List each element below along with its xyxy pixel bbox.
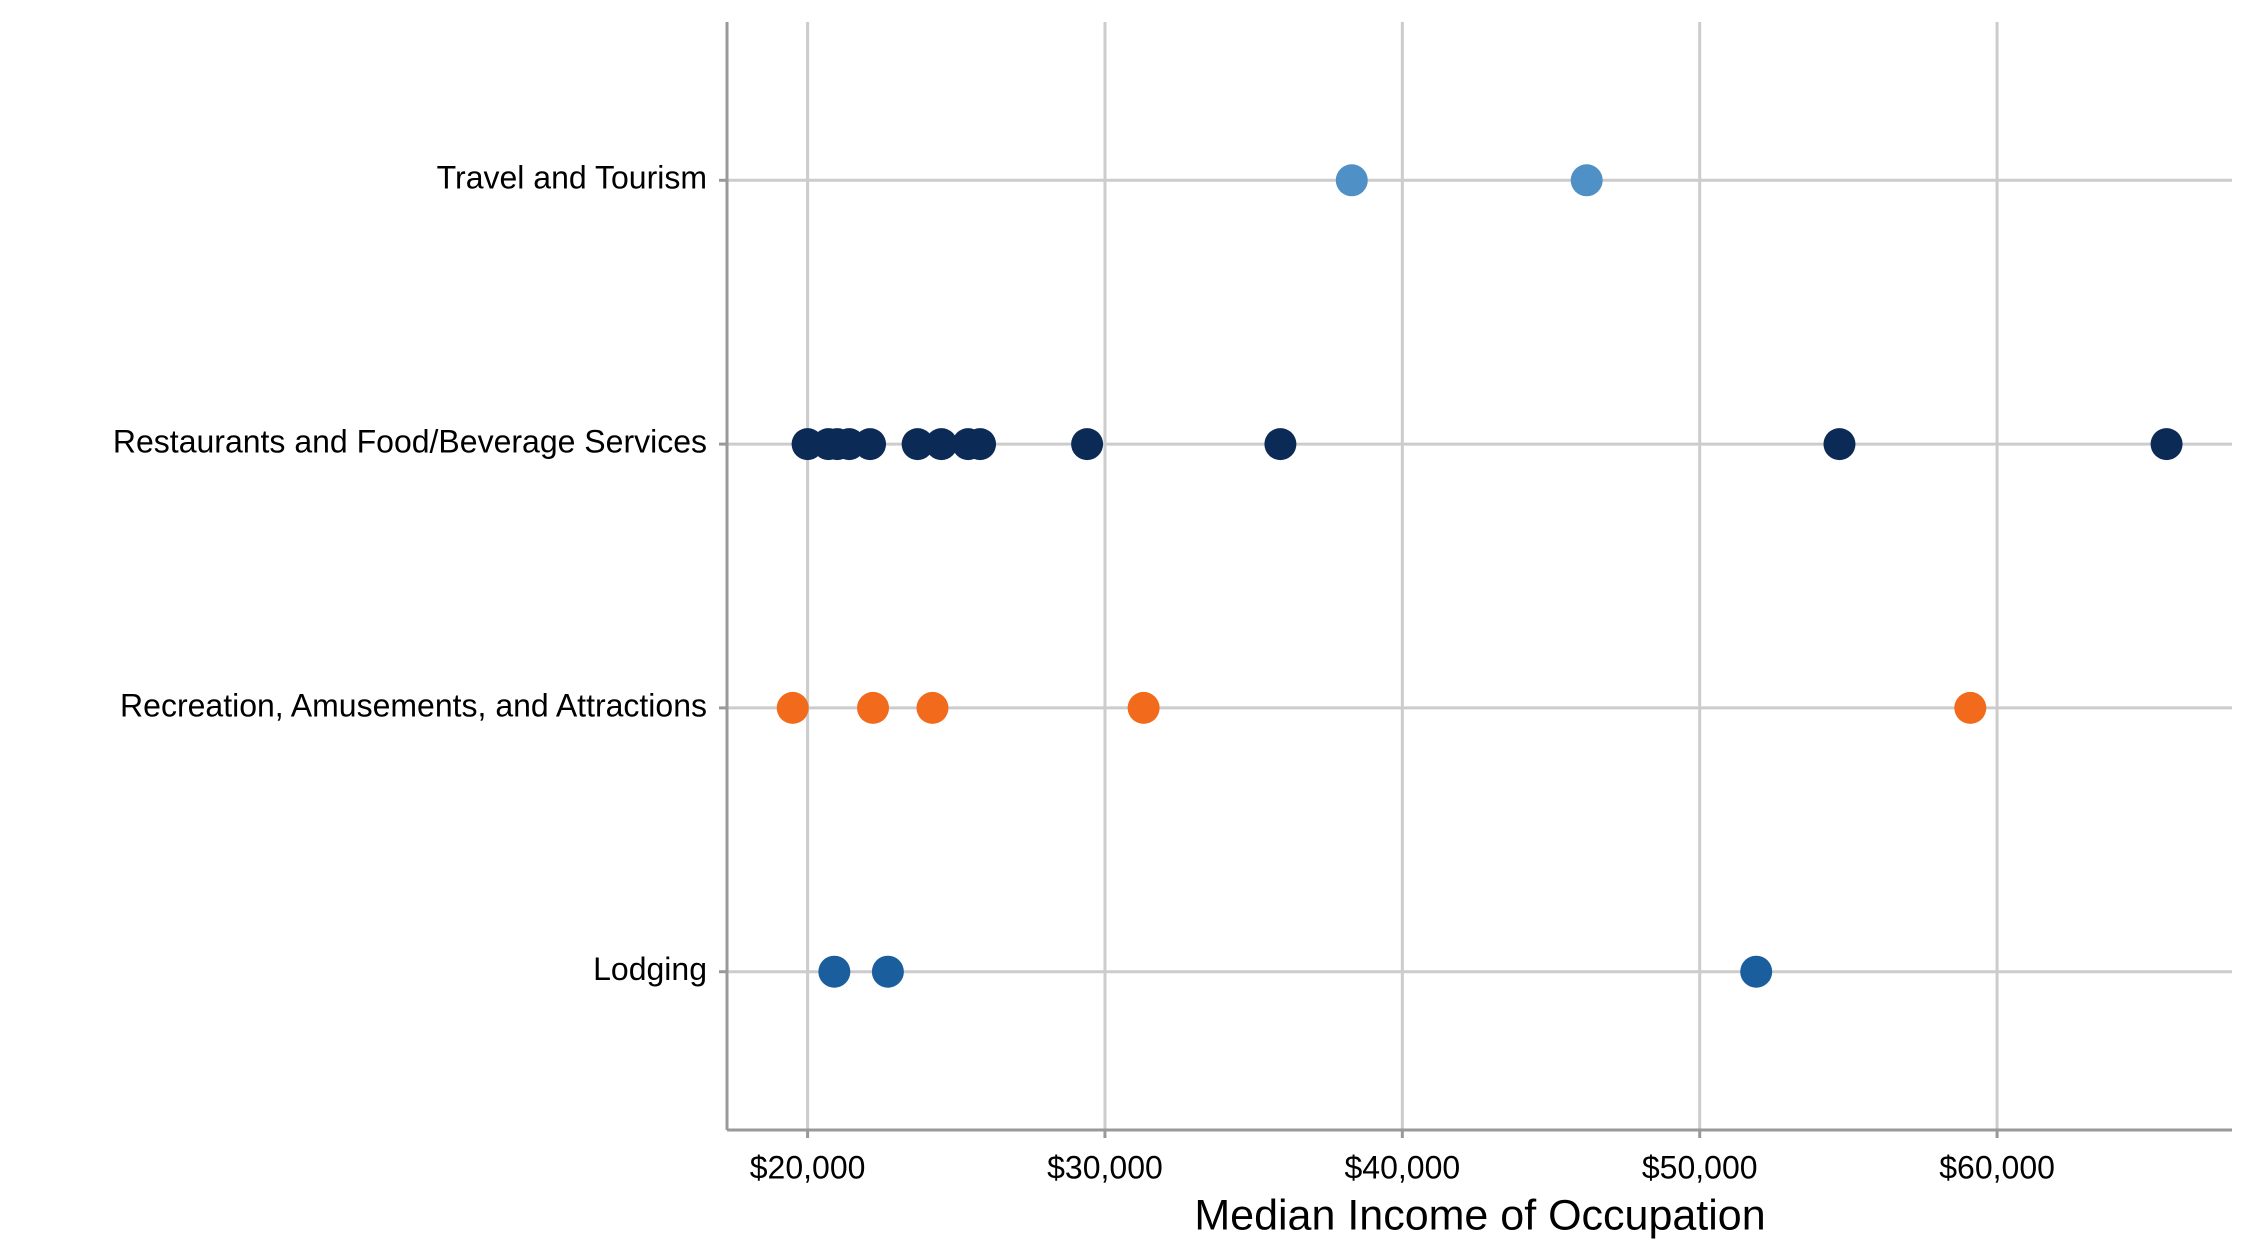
dot: [1127, 691, 1160, 724]
dot: [871, 955, 904, 988]
dot: [1335, 164, 1368, 197]
x-tick-label: $50,000: [1642, 1149, 1758, 1185]
dot: [1071, 428, 1104, 461]
x-tick-label: $30,000: [1047, 1149, 1163, 1185]
dot: [1570, 164, 1603, 197]
y-tick-label: Recreation, Amusements, and Attractions: [120, 687, 707, 723]
dot: [2150, 428, 2183, 461]
x-tick-label: $60,000: [1939, 1149, 2055, 1185]
x-tick-label: $20,000: [750, 1149, 866, 1185]
dot: [964, 428, 997, 461]
y-tick-label: Restaurants and Food/Beverage Services: [113, 424, 707, 460]
dot: [916, 691, 949, 724]
dot: [925, 428, 958, 461]
y-tick-label: Lodging: [593, 951, 707, 987]
dot: [854, 428, 887, 461]
dot: [818, 955, 851, 988]
dot: [1954, 691, 1987, 724]
dot: [857, 691, 890, 724]
y-tick-label: Travel and Tourism: [437, 160, 707, 196]
dot: [1740, 955, 1773, 988]
x-axis-title: Median Income of Occupation: [1194, 1191, 1765, 1239]
dot: [1264, 428, 1297, 461]
dot: [901, 428, 934, 461]
x-tick-label: $40,000: [1344, 1149, 1460, 1185]
dot: [1823, 428, 1856, 461]
dot: [776, 691, 809, 724]
